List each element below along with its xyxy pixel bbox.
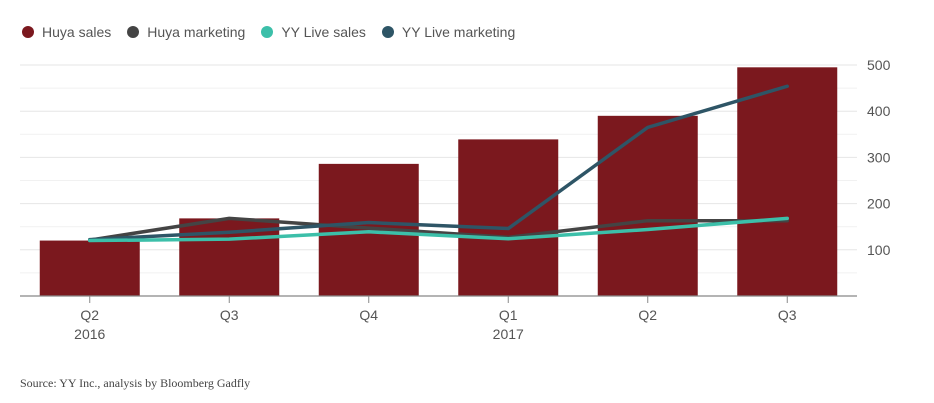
legend-item-huya-marketing: Huya marketing [127,24,245,40]
legend-label-huya-sales: Huya sales [42,24,112,40]
source-note: Source: YY Inc., analysis by Bloomberg G… [20,376,251,390]
legend-swatch-yy-live-marketing [381,26,394,38]
x-tick-label: Q4 [359,307,378,323]
legend-item-huya-sales: Huya sales [22,24,111,40]
legend-swatch-yy-live-sales [261,26,274,38]
legend-swatch-huya-marketing [127,26,140,38]
legend-label-yy-live-sales: YY Live sales [281,24,366,40]
y-tick-label: 500 [867,57,891,73]
legend-item-yy-live-sales: YY Live sales [261,24,366,40]
x-tick-label: Q2 [80,307,99,323]
legend-label-yy-live-marketing: YY Live marketing [401,24,516,40]
legend-item-yy-live-marketing: YY Live marketing [381,24,516,40]
y-tick-label: 400 [867,103,891,119]
line-yy-live-marketing [88,84,789,242]
y-tick-label: 100 [867,242,891,258]
bar-huya-sales [39,240,140,296]
bar-huya-sales [597,115,698,296]
chart-legend: Huya sales Huya marketing YY Live sales … [22,24,531,40]
line-yy-live-sales [88,216,789,243]
legend-label-huya-marketing: Huya marketing [147,24,246,40]
x-tick-label: Q1 [499,307,518,323]
y-tick-label: 200 [867,196,891,212]
x-tick-label: Q3 [220,307,239,323]
bar-huya-sales [737,67,838,296]
line-huya-marketing [88,216,789,242]
x-tick-label: Q3 [778,307,797,323]
legend-swatch-huya-sales [22,26,34,38]
y-tick-label: 300 [867,149,891,165]
bar-huya-sales [458,139,559,296]
x-tick-year-label: 2017 [493,326,524,342]
x-tick-year-label: 2016 [74,326,105,342]
x-tick-label: Q2 [638,307,657,323]
